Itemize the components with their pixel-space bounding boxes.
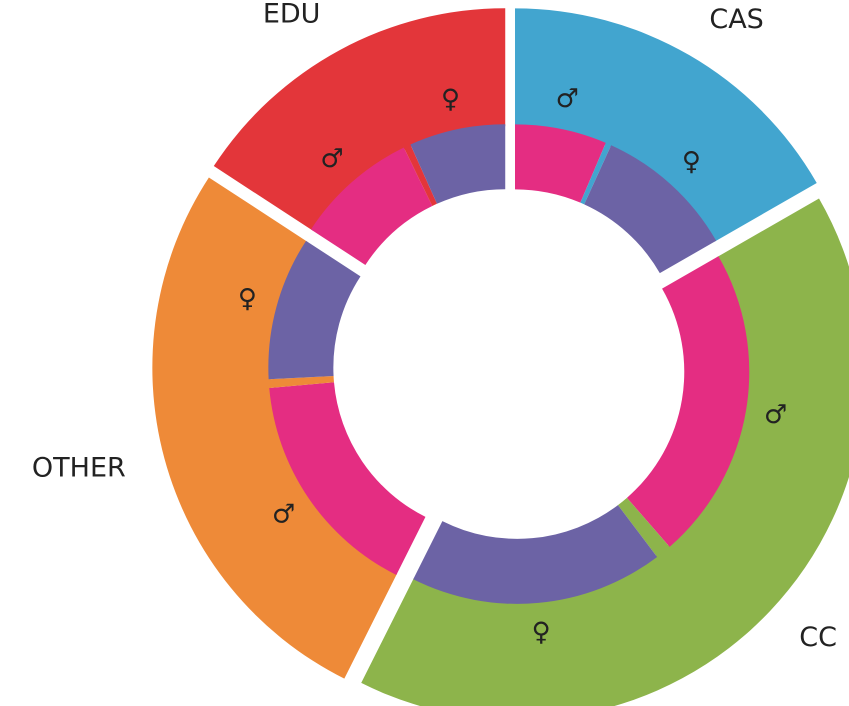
gender-label: ♂ xyxy=(764,400,787,430)
gender-label: ♀ xyxy=(238,284,257,314)
inner-wedge xyxy=(584,145,717,274)
outer-wedge xyxy=(152,177,398,679)
gender-label: ♂ xyxy=(556,84,579,114)
inner-wedge xyxy=(403,144,437,207)
inner-wedge xyxy=(310,147,433,265)
inner-wedge xyxy=(410,124,506,204)
category-label: CC xyxy=(799,622,837,653)
outer-wedge xyxy=(515,8,817,242)
inner-wedge xyxy=(268,375,334,388)
inner-wedge xyxy=(580,142,612,205)
gender-label: ♂ xyxy=(320,144,343,174)
gender-label: ♀ xyxy=(682,147,701,177)
inner-wedge xyxy=(617,497,670,557)
inner-wedge xyxy=(413,505,658,604)
category-label: CAS xyxy=(709,4,763,35)
inner-wedge xyxy=(268,240,361,380)
outer-wedge xyxy=(361,198,849,706)
inner-wedge xyxy=(269,382,426,575)
gender-label: ♂ xyxy=(272,499,295,529)
outer-wedge xyxy=(213,8,506,231)
gender-label: ♀ xyxy=(441,84,460,114)
category-label: EDU xyxy=(263,0,321,30)
category-label: OTHER xyxy=(32,452,126,483)
inner-wedge xyxy=(515,124,606,203)
gender-label: ♀ xyxy=(532,617,551,647)
inner-wedge xyxy=(626,256,750,547)
